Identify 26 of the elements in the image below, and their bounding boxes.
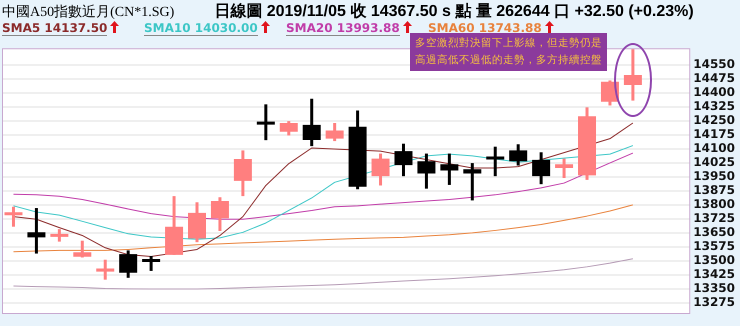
text: SMA5 14137.50 bbox=[2, 21, 108, 36]
chart-subtitle: 日線圖 2019/11/05 收 14367.50 s 點 量 262644 口 +32.50 (+0.23%) bbox=[214, 2, 694, 22]
y-tick-label: 13500 bbox=[693, 252, 735, 267]
y-tick-label: 13875 bbox=[693, 183, 735, 198]
y-tick-label: 13575 bbox=[693, 238, 735, 253]
y-tick-label: 14325 bbox=[693, 99, 735, 114]
y-tick-label: 13275 bbox=[693, 294, 735, 309]
y-tick-label: 14400 bbox=[693, 85, 735, 100]
y-tick-label: 13650 bbox=[693, 224, 735, 239]
annotation: 高過高低不過低的走勢，多方持續控盤 bbox=[415, 53, 602, 68]
y-tick-label: 14250 bbox=[693, 113, 735, 128]
y-tick-label: 13425 bbox=[693, 266, 735, 281]
y-tick-label: 14175 bbox=[693, 127, 735, 142]
text: SMA20 13993.88 bbox=[286, 21, 400, 36]
y-tick-label: 13950 bbox=[693, 169, 735, 184]
y-tick-label: 13350 bbox=[693, 280, 735, 295]
text: SMA60 13743.88 bbox=[428, 21, 542, 36]
y-tick-label: 13725 bbox=[693, 210, 735, 225]
annotation: 多空激烈對決留下上影線，但走勢仍是 bbox=[415, 36, 602, 51]
y-tick-label: 14100 bbox=[693, 141, 735, 156]
chart-title: 中國A50指數近月(CN*1.SG) bbox=[2, 4, 174, 20]
y-tick-label: 13800 bbox=[693, 197, 735, 212]
y-tick-label: 14475 bbox=[693, 71, 735, 86]
y-tick-label: 14550 bbox=[693, 57, 735, 72]
text: SMA10 14030.00 bbox=[144, 21, 258, 36]
y-tick-label: 14025 bbox=[693, 155, 735, 170]
